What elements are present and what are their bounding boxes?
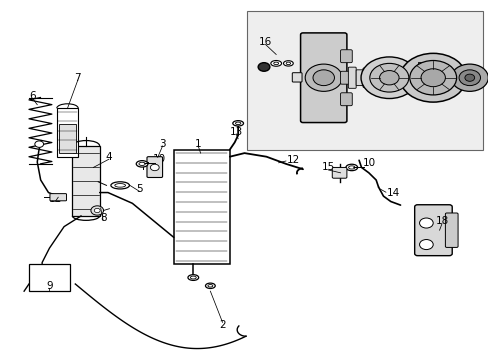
Circle shape	[305, 64, 342, 91]
Ellipse shape	[235, 122, 241, 125]
FancyBboxPatch shape	[50, 194, 66, 201]
FancyBboxPatch shape	[331, 167, 346, 178]
Text: 1: 1	[194, 139, 201, 149]
FancyBboxPatch shape	[340, 50, 351, 63]
Text: 15: 15	[321, 162, 334, 172]
FancyBboxPatch shape	[340, 71, 351, 84]
Circle shape	[258, 63, 269, 71]
FancyBboxPatch shape	[370, 72, 376, 84]
Ellipse shape	[187, 275, 198, 280]
Ellipse shape	[345, 164, 357, 171]
Circle shape	[35, 141, 43, 147]
Circle shape	[419, 218, 432, 228]
Text: 2: 2	[219, 320, 225, 330]
Circle shape	[91, 206, 103, 215]
Text: 7: 7	[74, 73, 81, 83]
Ellipse shape	[348, 166, 354, 169]
FancyBboxPatch shape	[300, 33, 346, 122]
Ellipse shape	[136, 161, 148, 167]
Ellipse shape	[205, 283, 215, 288]
Text: 10: 10	[363, 158, 376, 168]
Text: 9: 9	[46, 281, 53, 291]
Bar	[72, 146, 100, 216]
Ellipse shape	[285, 62, 290, 65]
Bar	[173, 149, 229, 264]
Ellipse shape	[207, 284, 212, 287]
Text: 13: 13	[229, 127, 243, 136]
Circle shape	[312, 70, 334, 86]
FancyBboxPatch shape	[147, 157, 162, 177]
Text: 3: 3	[159, 139, 165, 149]
Text: 5: 5	[136, 184, 142, 194]
Circle shape	[369, 63, 408, 92]
Circle shape	[409, 60, 456, 95]
Ellipse shape	[111, 182, 129, 189]
Circle shape	[150, 164, 159, 171]
Circle shape	[360, 57, 417, 99]
Circle shape	[379, 71, 398, 85]
Circle shape	[420, 69, 445, 87]
FancyBboxPatch shape	[355, 70, 362, 86]
Text: 10: 10	[152, 154, 165, 164]
Circle shape	[399, 53, 466, 102]
Bar	[59, 124, 76, 153]
Text: 12: 12	[286, 155, 299, 165]
FancyBboxPatch shape	[347, 67, 355, 88]
Circle shape	[458, 70, 480, 86]
Ellipse shape	[273, 62, 278, 65]
Text: 17: 17	[425, 69, 438, 79]
Text: 8: 8	[100, 213, 106, 222]
Ellipse shape	[139, 162, 145, 166]
Circle shape	[450, 64, 488, 91]
FancyBboxPatch shape	[292, 73, 302, 82]
Circle shape	[419, 239, 432, 249]
Bar	[29, 264, 70, 291]
FancyBboxPatch shape	[414, 205, 451, 256]
Text: 4: 4	[105, 152, 112, 162]
Bar	[246, 12, 483, 149]
FancyBboxPatch shape	[419, 63, 427, 93]
FancyBboxPatch shape	[445, 213, 457, 247]
Circle shape	[464, 74, 474, 81]
Ellipse shape	[190, 276, 196, 279]
Bar	[57, 108, 78, 157]
Ellipse shape	[115, 184, 125, 187]
Ellipse shape	[283, 61, 293, 66]
FancyBboxPatch shape	[340, 93, 351, 106]
Ellipse shape	[270, 60, 281, 66]
Text: 6: 6	[29, 91, 36, 101]
Text: 14: 14	[386, 188, 399, 198]
Circle shape	[94, 208, 100, 213]
FancyBboxPatch shape	[362, 68, 370, 87]
FancyBboxPatch shape	[376, 70, 383, 86]
Text: 16: 16	[258, 37, 271, 47]
Text: 11: 11	[49, 194, 62, 204]
Ellipse shape	[232, 121, 243, 126]
Text: 18: 18	[434, 216, 447, 226]
